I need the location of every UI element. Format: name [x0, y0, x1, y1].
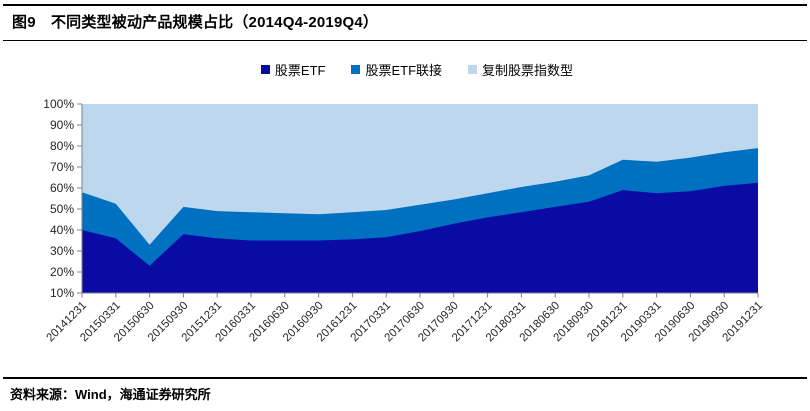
y-axis-tick-label: 40%: [50, 223, 74, 237]
y-axis-tick-label: 80%: [50, 139, 74, 153]
y-axis-tick-label: 20%: [50, 265, 74, 279]
top-border-rule: [3, 4, 807, 6]
legend-swatch-icon: [351, 65, 361, 74]
y-axis-tick-label: 70%: [50, 160, 74, 174]
legend-swatch-icon: [468, 65, 478, 74]
figure-title: 图9 不同类型被动产品规模占比（2014Q4-2019Q4）: [12, 14, 379, 31]
y-axis-tick-label: 10%: [50, 286, 74, 300]
legend-label: 复制股票指数型: [482, 63, 574, 78]
legend-label: 股票ETF联接: [365, 63, 443, 78]
y-axis-tick-label: 100%: [43, 97, 74, 111]
legend-item-index-replication: 复制股票指数型: [468, 60, 573, 79]
legend-label: 股票ETF: [274, 63, 326, 78]
stacked-area-chart: 10%20%30%40%50%60%70%80%90%100%201412312…: [43, 97, 765, 344]
y-axis-tick-label: 90%: [50, 118, 74, 132]
title-divider-rule: [3, 40, 807, 41]
bottom-border-rule: [3, 377, 807, 379]
legend-item-etf-feeder: 股票ETF联接: [351, 60, 442, 79]
source-note: 资料来源：Wind，海通证券研究所: [10, 387, 211, 402]
legend-item-stock-etf: 股票ETF: [260, 60, 326, 79]
y-axis-tick-label: 50%: [50, 202, 74, 216]
legend-swatch-icon: [260, 65, 270, 74]
y-axis-tick-label: 30%: [50, 244, 74, 258]
chart-legend: 股票ETF 股票ETF联接 复制股票指数型: [24, 60, 810, 79]
y-axis-tick-label: 60%: [50, 181, 74, 195]
